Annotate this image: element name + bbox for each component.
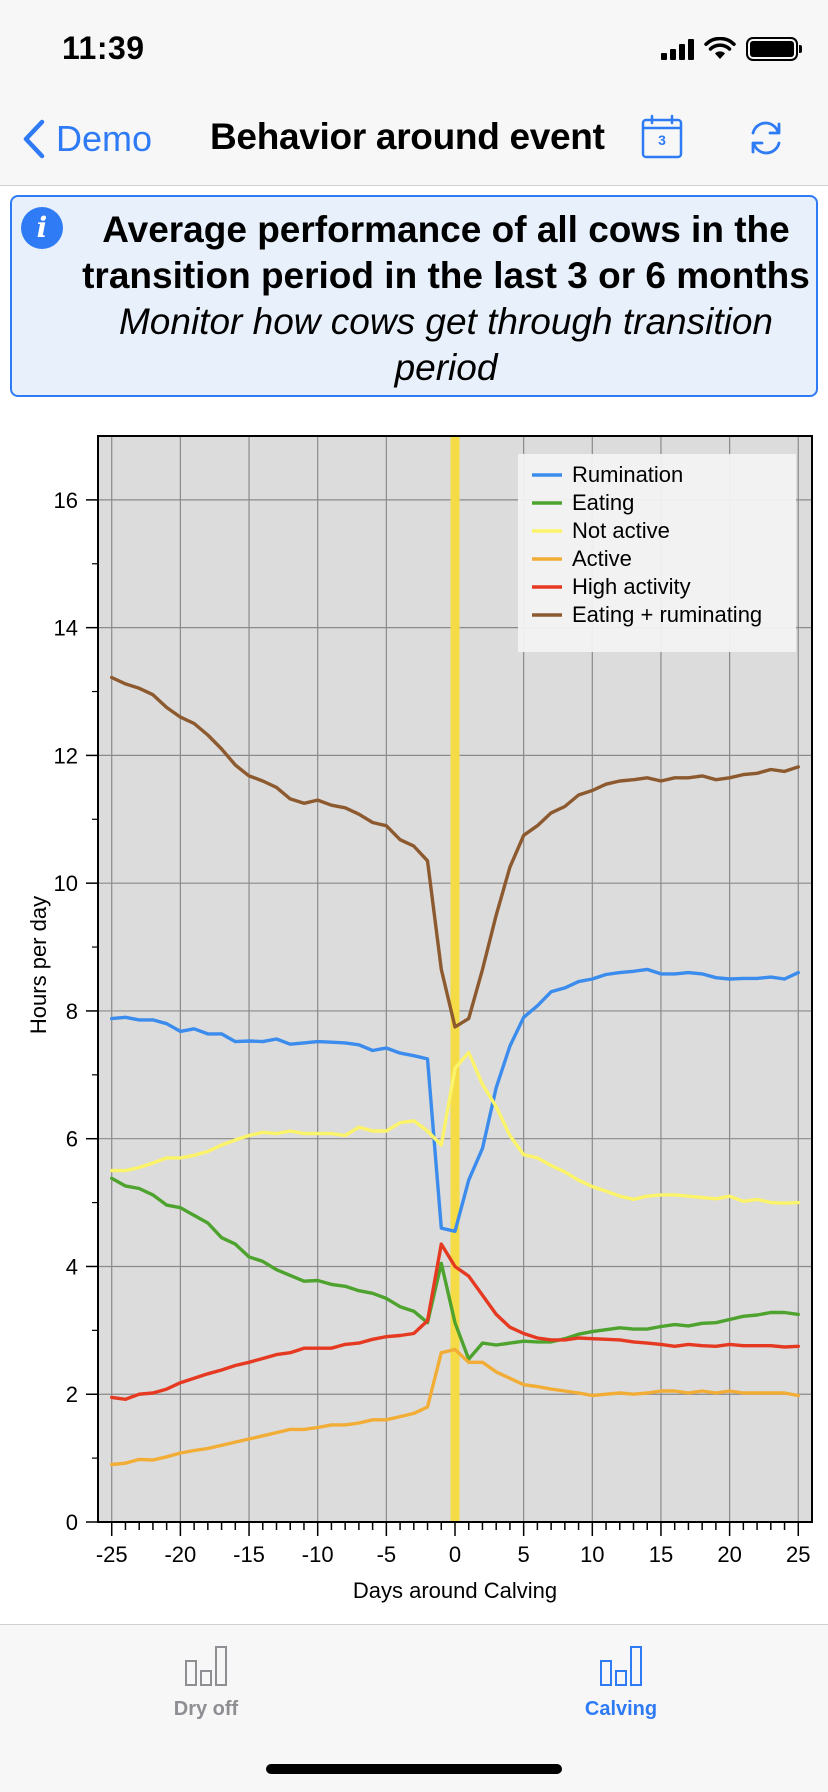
y-tick-label: 12 (54, 743, 78, 768)
legend-label: High activity (572, 574, 691, 599)
x-tick-label: -20 (164, 1542, 196, 1567)
series-line-1 (109, 1176, 800, 1361)
navigation-bar: Demo Behavior around event 3 (0, 96, 828, 186)
x-tick-label: -5 (377, 1542, 397, 1567)
y-tick-label: 14 (54, 616, 78, 641)
info-icon: i (21, 207, 63, 249)
status-icons (661, 34, 802, 64)
series-line-5 (109, 675, 800, 1029)
calendar-day-number: 3 (658, 132, 666, 148)
tab-dry-off[interactable]: Dry off (106, 1645, 306, 1721)
series-line-0 (109, 967, 800, 1233)
x-tick-label: -10 (302, 1542, 334, 1567)
y-tick-label: 8 (66, 999, 78, 1024)
bar-chart-icon (185, 1646, 227, 1686)
series-line-3 (109, 1347, 800, 1467)
y-tick-label: 16 (54, 488, 78, 513)
tab-calving-label: Calving (584, 1698, 658, 1720)
back-button[interactable]: Demo (22, 118, 152, 160)
legend-label: Eating (572, 490, 634, 515)
x-tick-label: 20 (717, 1542, 741, 1567)
x-tick-label: 25 (786, 1542, 810, 1567)
calendar-button[interactable]: 3 (640, 114, 684, 160)
wifi-icon (704, 37, 736, 59)
info-box: i Average performance of all cows in the… (10, 195, 818, 397)
info-subtitle: Monitor how cows get through transition … (118, 301, 773, 388)
y-tick-label: 4 (66, 1254, 78, 1279)
behavior-line-chart: -25 -20 -15 -10 -5 0 5 10 15 20 25 0 2 4 6 8 10 12 14 16 Ru… (26, 435, 813, 1603)
y-tick-label: 2 (66, 1382, 78, 1407)
x-tick-label: -15 (233, 1542, 265, 1567)
info-title: Average performance of all cows in the t… (82, 209, 810, 296)
cellular-signal-icon (661, 38, 694, 60)
x-tick-label: 15 (649, 1542, 673, 1567)
x-tick-label: 5 (518, 1542, 530, 1567)
series-line-4 (109, 1242, 800, 1401)
x-tick-label: 0 (449, 1542, 461, 1567)
legend-label: Rumination (572, 462, 683, 487)
back-button-label: Demo (56, 118, 153, 159)
page-title: Behavior around event (210, 116, 605, 157)
series-line-2 (109, 1050, 800, 1205)
refresh-icon (751, 121, 781, 155)
tab-dry-off-label: Dry off (173, 1698, 239, 1720)
legend-label: Active (572, 546, 632, 571)
y-tick-label: 0 (66, 1510, 78, 1535)
calendar-icon (641, 114, 683, 159)
battery-icon (746, 37, 802, 61)
status-time: 11:39 (62, 30, 145, 66)
x-tick-label: -25 (96, 1542, 128, 1567)
legend-box (518, 454, 796, 652)
status-bar: 11:39 (0, 0, 828, 96)
chevron-left-icon (23, 119, 45, 159)
y-tick-label: 6 (66, 1127, 78, 1152)
tab-calving[interactable]: Calving (521, 1645, 721, 1721)
x-axis-label: Days around Calving (353, 1578, 557, 1603)
refresh-button[interactable] (744, 116, 788, 160)
legend-label: Eating + ruminating (572, 602, 762, 627)
y-tick-label: 10 (54, 871, 78, 896)
home-indicator (266, 1764, 562, 1774)
y-axis-label: Hours per day (26, 896, 51, 1034)
legend-label: Not active (572, 518, 670, 543)
x-tick-label: 10 (580, 1542, 604, 1567)
bar-chart-icon (600, 1646, 642, 1686)
